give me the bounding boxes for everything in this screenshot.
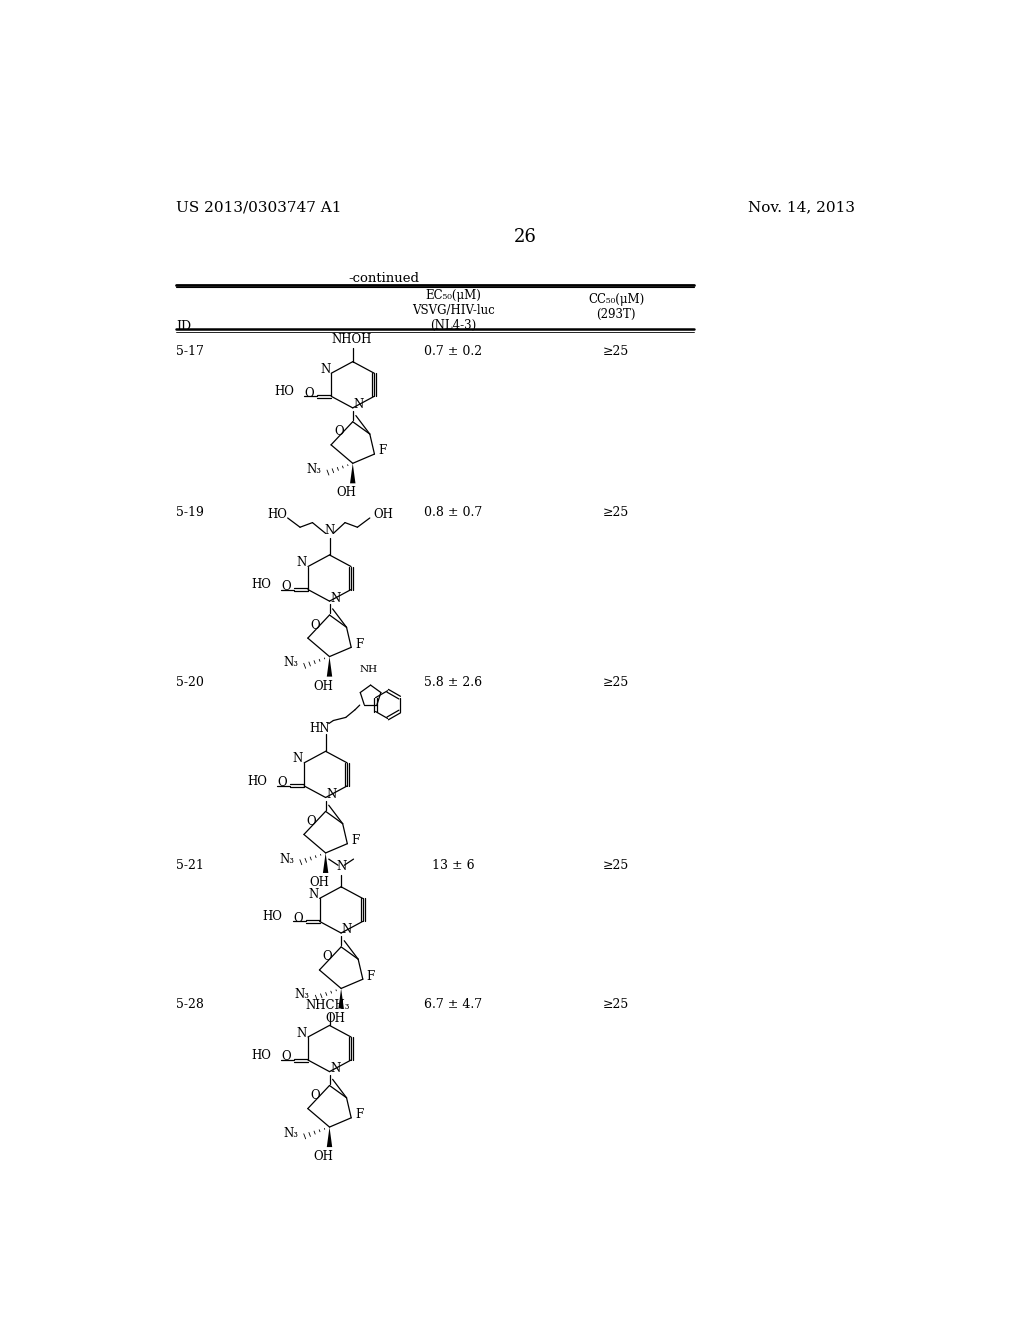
Text: HO: HO (251, 1049, 270, 1063)
Polygon shape (338, 989, 344, 1008)
Text: ≥25: ≥25 (603, 507, 630, 520)
Text: HO: HO (274, 385, 294, 399)
Text: OH: OH (313, 1150, 333, 1163)
Text: HO: HO (247, 775, 267, 788)
Text: N: N (331, 591, 341, 605)
Text: O: O (323, 950, 332, 964)
Text: EC₅₀(μM)
VSVG/HIV-luc
(NL4-3): EC₅₀(μM) VSVG/HIV-luc (NL4-3) (412, 289, 495, 333)
Text: 5-21: 5-21 (176, 859, 204, 873)
Polygon shape (350, 463, 355, 483)
Text: N: N (336, 861, 346, 874)
Text: F: F (367, 970, 375, 982)
Text: OH: OH (325, 1011, 345, 1024)
Text: 13 ± 6: 13 ± 6 (432, 859, 475, 873)
Text: N: N (297, 556, 307, 569)
Text: F: F (355, 1109, 364, 1121)
Text: NHCH₃: NHCH₃ (306, 998, 350, 1011)
Text: 5-28: 5-28 (176, 998, 204, 1011)
Text: 5-20: 5-20 (176, 676, 204, 689)
Text: Nov. 14, 2013: Nov. 14, 2013 (748, 201, 855, 215)
Text: O: O (310, 1089, 321, 1102)
Text: N: N (325, 524, 335, 537)
Text: N: N (331, 1063, 341, 1074)
Text: 5-19: 5-19 (176, 507, 204, 520)
Text: O: O (307, 814, 316, 828)
Text: HO: HO (262, 911, 283, 924)
Text: N: N (293, 752, 303, 766)
Text: O: O (282, 1051, 291, 1064)
Text: O: O (293, 912, 303, 925)
Text: 0.7 ± 0.2: 0.7 ± 0.2 (424, 345, 482, 358)
Text: F: F (351, 834, 359, 847)
Text: N: N (319, 363, 330, 376)
Text: O: O (305, 387, 314, 400)
Text: NH: NH (360, 665, 378, 675)
Text: N: N (297, 1027, 307, 1040)
Text: 6.7 ± 4.7: 6.7 ± 4.7 (424, 998, 482, 1011)
Text: ≥25: ≥25 (603, 345, 630, 358)
Text: ≥25: ≥25 (603, 859, 630, 873)
Text: 5.8 ± 2.6: 5.8 ± 2.6 (424, 676, 482, 689)
Text: N₃: N₃ (284, 1127, 298, 1139)
Text: ≥25: ≥25 (603, 676, 630, 689)
Text: N₃: N₃ (295, 989, 310, 1001)
Text: O: O (282, 579, 291, 593)
Text: N: N (353, 399, 364, 412)
Text: NHOH: NHOH (331, 333, 372, 346)
Text: OH: OH (313, 680, 333, 693)
Text: N₃: N₃ (280, 853, 294, 866)
Text: O: O (310, 619, 321, 631)
Text: N₃: N₃ (284, 656, 298, 669)
Text: ID: ID (176, 321, 191, 333)
Text: F: F (378, 445, 387, 458)
Text: N: N (308, 888, 318, 902)
Text: OH: OH (337, 487, 356, 499)
Text: F: F (355, 638, 364, 651)
Text: 0.8 ± 0.7: 0.8 ± 0.7 (424, 507, 482, 520)
Polygon shape (327, 656, 332, 677)
Text: HO: HO (267, 508, 287, 521)
Text: O: O (334, 425, 344, 438)
Text: 5-17: 5-17 (176, 345, 204, 358)
Text: OH: OH (373, 508, 393, 521)
Text: HO: HO (251, 578, 270, 591)
Text: CC₅₀(μM)
(293T): CC₅₀(μM) (293T) (588, 293, 644, 321)
Text: N: N (327, 788, 337, 801)
Polygon shape (323, 853, 329, 873)
Text: -continued: -continued (348, 272, 419, 285)
Text: N₃: N₃ (306, 463, 322, 477)
Text: N: N (342, 924, 352, 936)
Text: US 2013/0303747 A1: US 2013/0303747 A1 (176, 201, 342, 215)
Text: O: O (278, 776, 288, 789)
Text: ≥25: ≥25 (603, 998, 630, 1011)
Text: OH: OH (309, 876, 330, 890)
Text: HN: HN (309, 722, 330, 735)
Polygon shape (327, 1127, 332, 1147)
Text: 26: 26 (513, 227, 537, 246)
